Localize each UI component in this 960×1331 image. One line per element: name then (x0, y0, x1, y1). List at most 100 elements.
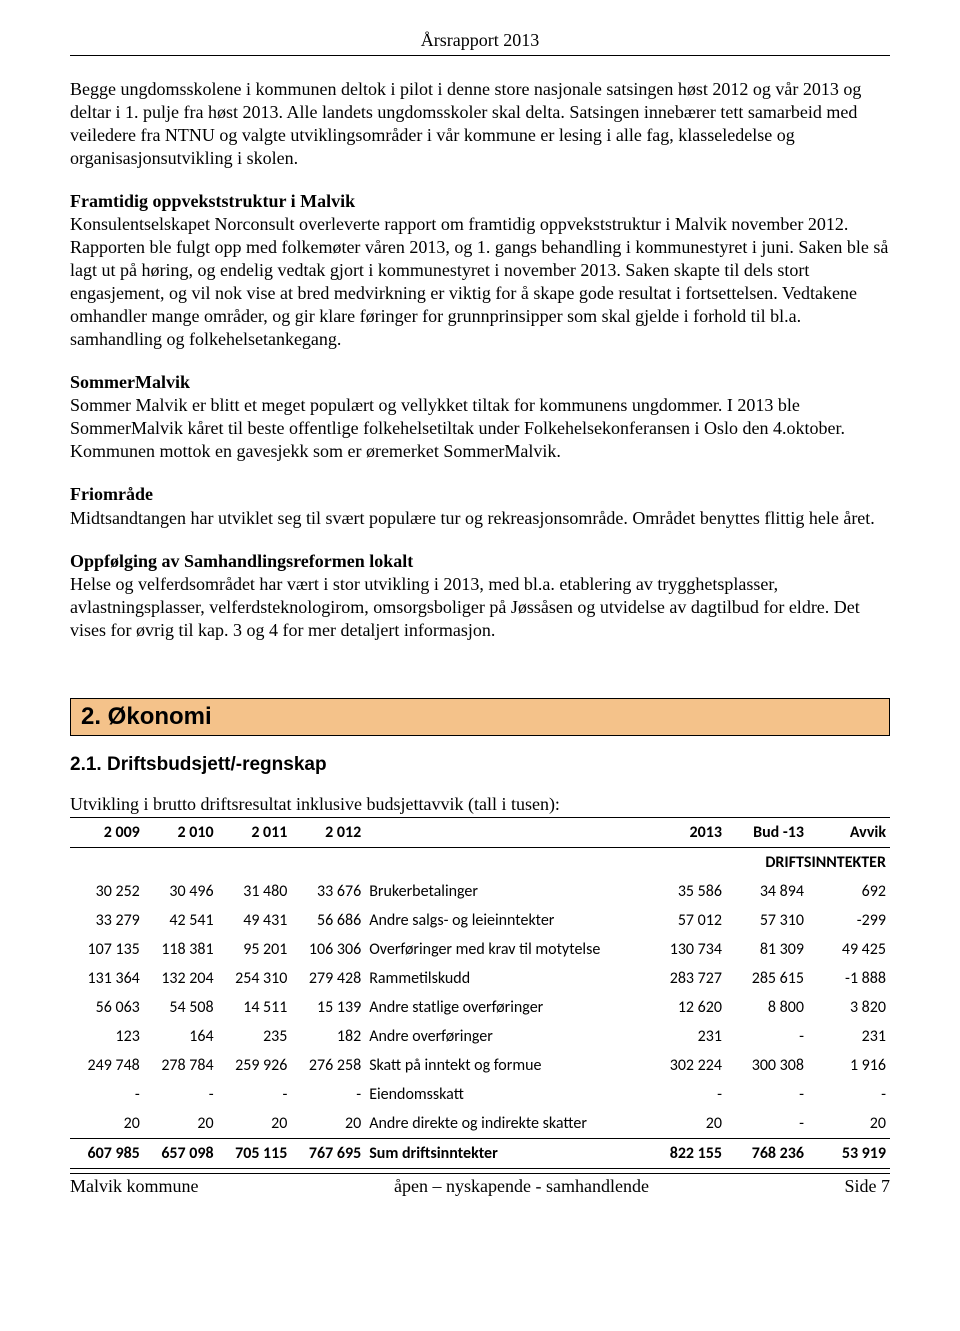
table-cell-value: - (644, 1080, 726, 1109)
table-cell-value: 300 308 (726, 1051, 808, 1080)
table-cell-value: - (808, 1080, 890, 1109)
table-cell-value: 3 820 (808, 993, 890, 1022)
table-cell-value: 132 204 (144, 964, 218, 993)
table-cell-label: Eiendomsskatt (365, 1080, 644, 1109)
table-cell-value: 123 (70, 1022, 144, 1051)
table-cell-value: 33 676 (291, 877, 365, 906)
table-cell-label: Andre statlige overføringer (365, 993, 644, 1022)
table-section-label: DRIFTSINNTEKTER (70, 847, 890, 877)
table-cell-value: 95 201 (218, 935, 292, 964)
table-cell-value: 107 135 (70, 935, 144, 964)
table-cell-value: 692 (808, 877, 890, 906)
table-cell-value: - (70, 1080, 144, 1109)
table-cell-label: Rammetilskudd (365, 964, 644, 993)
table-row: 131 364132 204254 310279 428Rammetilskud… (70, 964, 890, 993)
table-cell-value: 30 252 (70, 877, 144, 906)
table-cell-label: Sum driftsinntekter (365, 1138, 644, 1168)
table-cell-value: 276 258 (291, 1051, 365, 1080)
table-cell-label: Brukerbetalinger (365, 877, 644, 906)
col-2013: 2013 (644, 817, 726, 847)
table-cell-value: 20 (291, 1109, 365, 1139)
section-subtitle: 2.1. Driftsbudsjett/-regnskap (70, 754, 890, 776)
table-cell-value: 20 (144, 1109, 218, 1139)
table-cell-value: 822 155 (644, 1138, 726, 1168)
table-cell-value: 285 615 (726, 964, 808, 993)
table-cell-label: Skatt på inntekt og formue (365, 1051, 644, 1080)
table-cell-value: 56 686 (291, 906, 365, 935)
section-title: 2. Økonomi (81, 703, 212, 730)
table-cell-value: 20 (70, 1109, 144, 1139)
table-cell-value: 657 098 (144, 1138, 218, 1168)
table-intro-text: Utvikling i brutto driftsresultat inklus… (70, 794, 890, 815)
table-cell-value: 283 727 (644, 964, 726, 993)
table-cell-value: 259 926 (218, 1051, 292, 1080)
footer-divider (70, 1173, 890, 1174)
col-avvik: Avvik (808, 817, 890, 847)
table-cell-value: 767 695 (291, 1138, 365, 1168)
table-cell-label: Andre overføringer (365, 1022, 644, 1051)
table-cell-label: Andre direkte og indirekte skatter (365, 1109, 644, 1139)
table-cell-value: 34 894 (726, 877, 808, 906)
table-row: 30 25230 49631 48033 676Brukerbetalinger… (70, 877, 890, 906)
section-friomrade: Friområde Midtsandtangen har utviklet se… (70, 483, 890, 529)
col-2012: 2 012 (291, 817, 365, 847)
table-cell-value: - (144, 1080, 218, 1109)
table-cell-value: 20 (808, 1109, 890, 1139)
page-footer: Malvik kommune åpen – nyskapende - samha… (70, 1176, 890, 1197)
table-cell-label: Andre salgs- og leieinntekter (365, 906, 644, 935)
table-cell-value: 768 236 (726, 1138, 808, 1168)
section-box-okonomi: 2. Økonomi (70, 698, 890, 736)
table-cell-value: - (726, 1109, 808, 1139)
text-sommermalvik: Sommer Malvik er blitt et meget populært… (70, 395, 845, 461)
table-row: ----Eiendomsskatt--- (70, 1080, 890, 1109)
heading-sommermalvik: SommerMalvik (70, 372, 190, 392)
table-cell-value: 33 279 (70, 906, 144, 935)
table-cell-value: 231 (644, 1022, 726, 1051)
table-row: 56 06354 50814 51115 139Andre statlige o… (70, 993, 890, 1022)
col-bud13: Bud -13 (726, 817, 808, 847)
drift-table: 2 009 2 010 2 011 2 012 2013 Bud -13 Avv… (70, 817, 890, 1169)
table-row: 123164235182Andre overføringer231-231 (70, 1022, 890, 1051)
table-cell-value: 53 919 (808, 1138, 890, 1168)
table-cell-value: 20 (644, 1109, 726, 1139)
table-cell-value: 57 012 (644, 906, 726, 935)
footer-left: Malvik kommune (70, 1176, 199, 1197)
table-cell-value: 182 (291, 1022, 365, 1051)
table-row: 249 748278 784259 926276 258Skatt på inn… (70, 1051, 890, 1080)
section-framtidig: Framtidig oppvekststruktur i Malvik Kons… (70, 190, 890, 351)
table-cell-value: - (218, 1080, 292, 1109)
table-cell-value: 705 115 (218, 1138, 292, 1168)
col-2010: 2 010 (144, 817, 218, 847)
section-oppfolging: Oppfølging av Samhandlingsreformen lokal… (70, 550, 890, 642)
table-body: DRIFTSINNTEKTER 30 25230 49631 48033 676… (70, 847, 890, 1168)
table-cell-value: -299 (808, 906, 890, 935)
table-cell-value: 249 748 (70, 1051, 144, 1080)
header-divider (70, 55, 890, 56)
table-cell-value: 49 431 (218, 906, 292, 935)
paragraph-intro: Begge ungdomsskolene i kommunen deltok i… (70, 78, 890, 170)
table-cell-value: 279 428 (291, 964, 365, 993)
heading-framtidig: Framtidig oppvekststruktur i Malvik (70, 191, 355, 211)
table-cell-value: - (726, 1080, 808, 1109)
table-cell-value: 1 916 (808, 1051, 890, 1080)
table-cell-value: 15 139 (291, 993, 365, 1022)
table-cell-value: 607 985 (70, 1138, 144, 1168)
table-cell-value: -1 888 (808, 964, 890, 993)
table-cell-value: 56 063 (70, 993, 144, 1022)
table-row: 107 135118 38195 201106 306Overføringer … (70, 935, 890, 964)
table-cell-value: 49 425 (808, 935, 890, 964)
table-cell-value: 14 511 (218, 993, 292, 1022)
text-oppfolging: Helse og velferdsområdet har vært i stor… (70, 574, 860, 640)
col-2009: 2 009 (70, 817, 144, 847)
page-header-title: Årsrapport 2013 (70, 30, 890, 51)
table-cell-value: 164 (144, 1022, 218, 1051)
text-friomrade: Midtsandtangen har utviklet seg til svær… (70, 508, 875, 528)
table-row: 20202020Andre direkte og indirekte skatt… (70, 1109, 890, 1139)
footer-center: åpen – nyskapende - samhandlende (394, 1176, 649, 1197)
footer-right: Side 7 (844, 1176, 890, 1197)
table-row: 607 985657 098705 115767 695Sum driftsin… (70, 1138, 890, 1168)
table-cell-value: 54 508 (144, 993, 218, 1022)
table-cell-value: 235 (218, 1022, 292, 1051)
table-cell-label: Overføringer med krav til motytelse (365, 935, 644, 964)
table-row: 33 27942 54149 43156 686Andre salgs- og … (70, 906, 890, 935)
